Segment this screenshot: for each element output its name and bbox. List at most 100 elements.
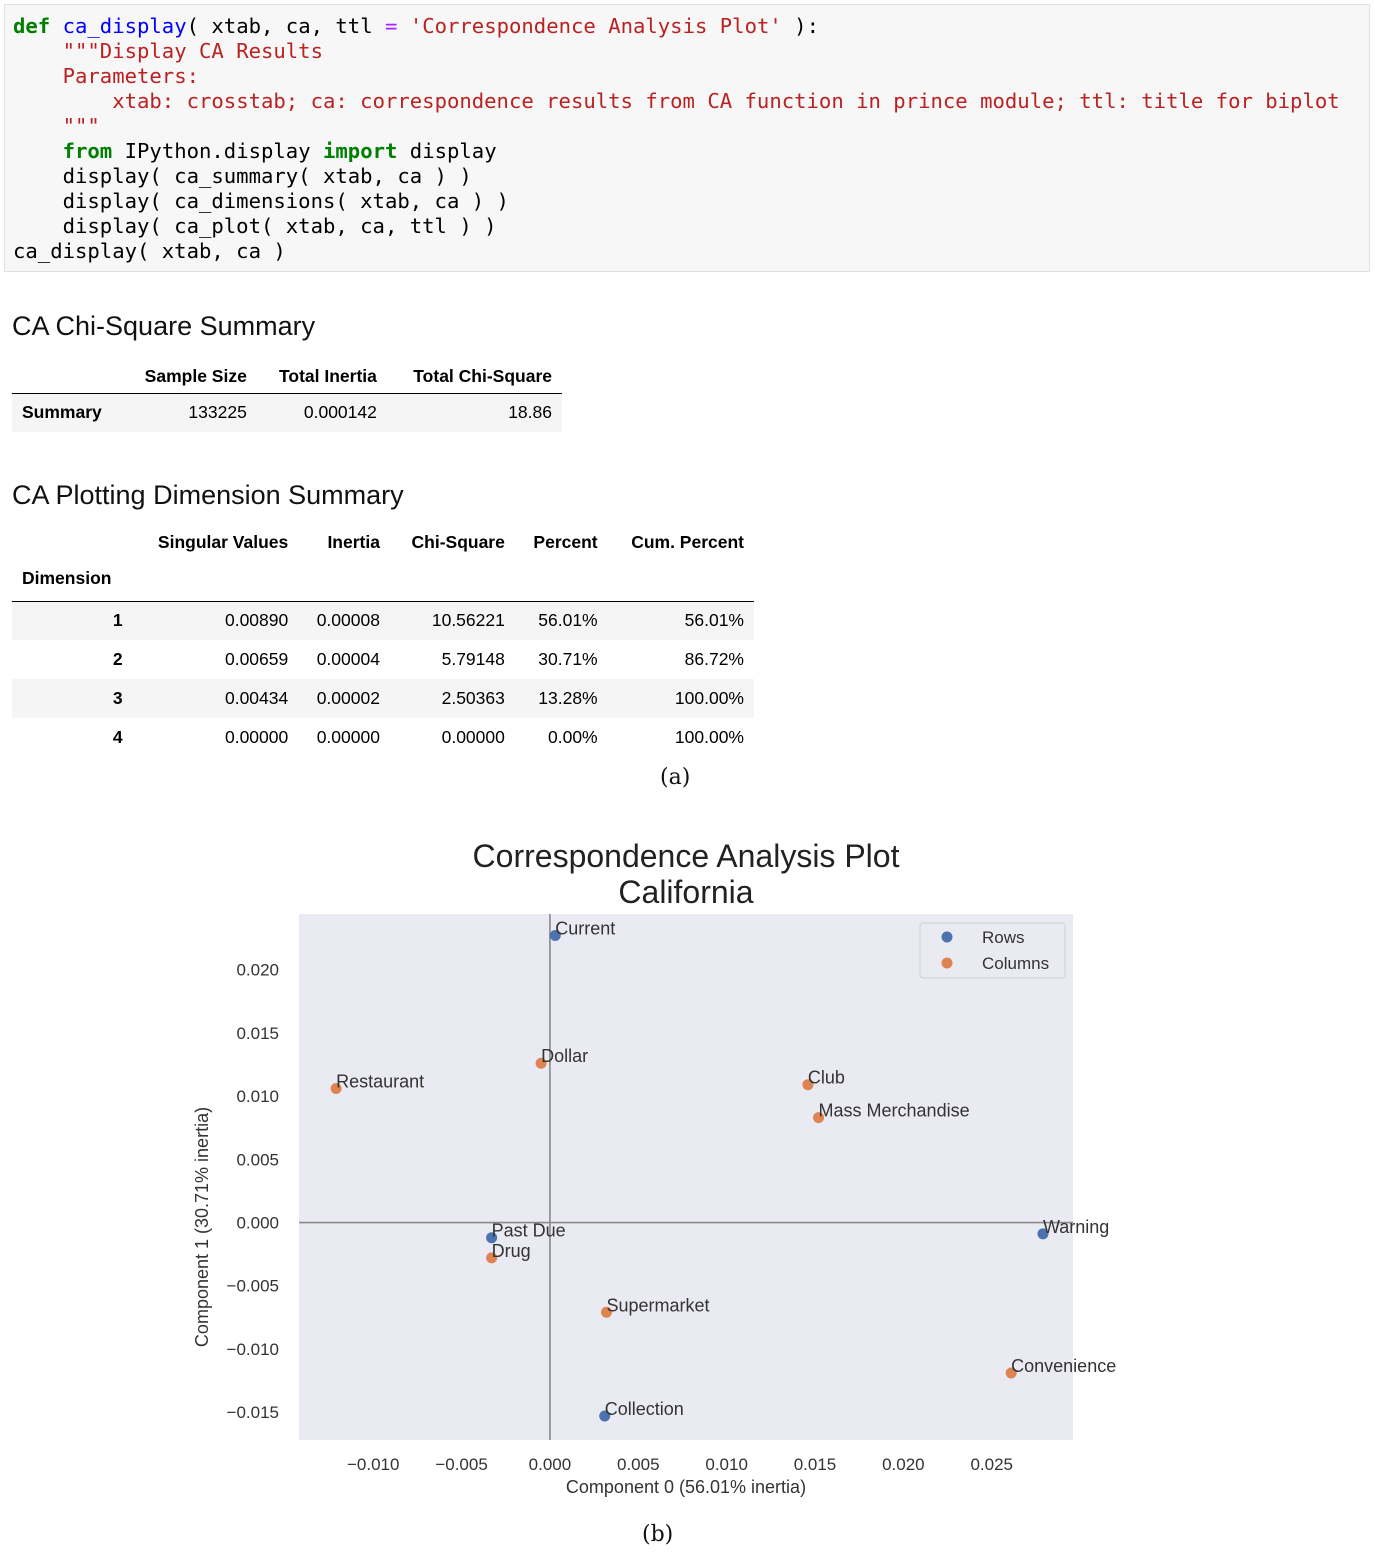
dimension-cell: 100.00% [674, 688, 744, 708]
y-tick-label: −0.005 [227, 1277, 279, 1296]
code-line: display( ca_dimensions( xtab, ca ) ) [13, 189, 1369, 214]
code-line: from IPython.display import display [13, 139, 1369, 164]
table-row: 2 0.00659 0.00004 5.79148 30.71% 86.72% [12, 640, 754, 679]
code-token: ): [781, 14, 819, 38]
code-line: def ca_display( xtab, ca, ttl = 'Corresp… [13, 14, 1369, 39]
dimension-cell: 0.00000 [316, 727, 380, 747]
summary-col-header: Total Inertia [278, 365, 377, 386]
summary-col-header: Sample Size [144, 365, 247, 386]
legend-marker [941, 931, 953, 943]
dimension-label: 4 [112, 727, 123, 747]
code-token: IPython.display [112, 139, 323, 163]
code-cell[interactable]: def ca_display( xtab, ca, ttl = 'Corresp… [4, 4, 1370, 272]
point-label: Dollar [541, 1046, 588, 1066]
code-token: import [323, 139, 398, 163]
x-tick-label: −0.010 [347, 1455, 399, 1474]
legend-box [919, 922, 1066, 979]
summary-col-header: Total Chi-Square [413, 365, 552, 386]
dimensions-index-row: Dimension [12, 556, 754, 601]
summary-header-row: Sample Size Total Inertia Total Chi-Squa… [12, 360, 562, 393]
x-tick-label: 0.025 [970, 1455, 1013, 1474]
y-tick-label: 0.000 [236, 1214, 279, 1233]
code-line: display( ca_plot( xtab, ca, ttl ) ) [13, 214, 1369, 239]
dimension-cell: 100.00% [674, 727, 744, 747]
summary-table: Sample Size Total Inertia Total Chi-Squa… [12, 360, 562, 432]
code-token [13, 139, 63, 163]
x-tick-label: 0.005 [617, 1455, 660, 1474]
dimension-label: 3 [112, 688, 123, 708]
dimensions-col-header: Inertia [327, 531, 380, 552]
plot-area [299, 914, 1073, 1440]
chart-subtitle: California [618, 874, 753, 910]
y-tick-label: −0.015 [227, 1403, 279, 1422]
legend-label: Columns [982, 954, 1049, 973]
dimensions-col-header: Singular Values [157, 531, 289, 552]
dimension-cell: 0.00002 [316, 688, 380, 708]
code-token: xtab: crosstab; ca: correspondence resul… [112, 89, 1340, 113]
point-label: Warning [1043, 1217, 1109, 1237]
code-line: """ [13, 114, 1369, 139]
code-token: ca_display( xtab, ca ) [13, 239, 286, 263]
data-point [1005, 1367, 1017, 1379]
summary-row-label: Summary [22, 402, 102, 423]
code-token: """ [62, 114, 100, 138]
dimension-cell: 56.01% [538, 610, 598, 631]
y-tick-label: 0.010 [236, 1087, 279, 1106]
code-line: xtab: crosstab; ca: correspondence resul… [13, 89, 1369, 114]
code-token [13, 39, 63, 63]
x-tick-label: 0.010 [705, 1455, 748, 1474]
dimensions-index-name: Dimension [22, 567, 112, 588]
code-token: display( ca_dimensions( xtab, ca ) ) [13, 189, 509, 213]
point-label: Club [808, 1068, 845, 1088]
dimension-cell: 13.28% [538, 688, 598, 708]
dimensions-col-header: Cum. Percent [631, 531, 744, 552]
table-row: 1 0.00890 0.00008 10.56221 56.01% 56.01% [12, 601, 754, 640]
data-point [813, 1112, 825, 1124]
data-point [599, 1410, 611, 1422]
dimension-cell: 0.00008 [316, 610, 380, 631]
data-point [486, 1252, 498, 1264]
code-token: display( ca_summary( xtab, ca ) ) [13, 164, 472, 188]
point-label: Mass Merchandise [819, 1101, 970, 1121]
dimension-cell: 0.00% [548, 727, 598, 747]
dimensions-col-header: Percent [533, 531, 598, 552]
point-label: Drug [492, 1241, 531, 1261]
legend-label: Rows [982, 928, 1025, 947]
summary-cell: 133225 [188, 402, 247, 423]
table-row: Summary 133225 0.000142 18.86 [12, 393, 562, 432]
data-point [535, 1057, 547, 1069]
dimension-cell: 2.50363 [441, 688, 505, 708]
dimensions-header-row: Singular Values Inertia Chi-Square Perce… [12, 528, 754, 556]
dimension-label: 1 [112, 610, 123, 631]
dimension-cell: 30.71% [538, 649, 598, 669]
y-tick-label: −0.010 [227, 1340, 279, 1359]
table-row: 4 0.00000 0.00000 0.00000 0.00% 100.00% [12, 718, 754, 757]
code-token [13, 89, 112, 113]
code-token: """Display CA Results [62, 39, 323, 63]
point-label: Convenience [1011, 1356, 1116, 1376]
code-token: Parameters: [62, 64, 199, 88]
dimensions-title: CA Plotting Dimension Summary [12, 480, 404, 510]
dimensions-col-header: Chi-Square [411, 531, 505, 552]
code-token: ca_display [62, 14, 187, 38]
code-token [50, 14, 62, 38]
x-tick-label: −0.005 [435, 1455, 487, 1474]
x-tick-label: 0.020 [882, 1455, 925, 1474]
dimension-cell: 5.79148 [441, 649, 505, 669]
x-tick-label: 0.000 [529, 1455, 572, 1474]
code-token: ( xtab, ca, ttl [186, 14, 385, 38]
data-point [802, 1079, 814, 1091]
summary-cell: 0.000142 [303, 402, 377, 423]
table-row: 3 0.00434 0.00002 2.50363 13.28% 100.00% [12, 679, 754, 718]
y-tick-label: 0.020 [236, 961, 279, 980]
y-axis-label: Component 1 (30.71% inertia) [192, 1107, 212, 1347]
dimension-label: 2 [112, 649, 123, 669]
dimension-cell: 0.00000 [441, 727, 505, 747]
y-tick-label: 0.005 [236, 1150, 279, 1169]
code-token [13, 64, 63, 88]
dimension-cell: 56.01% [684, 610, 744, 631]
point-label: Collection [605, 1399, 684, 1419]
legend-marker [941, 957, 953, 969]
x-axis-label: Component 0 (56.01% inertia) [566, 1477, 806, 1497]
